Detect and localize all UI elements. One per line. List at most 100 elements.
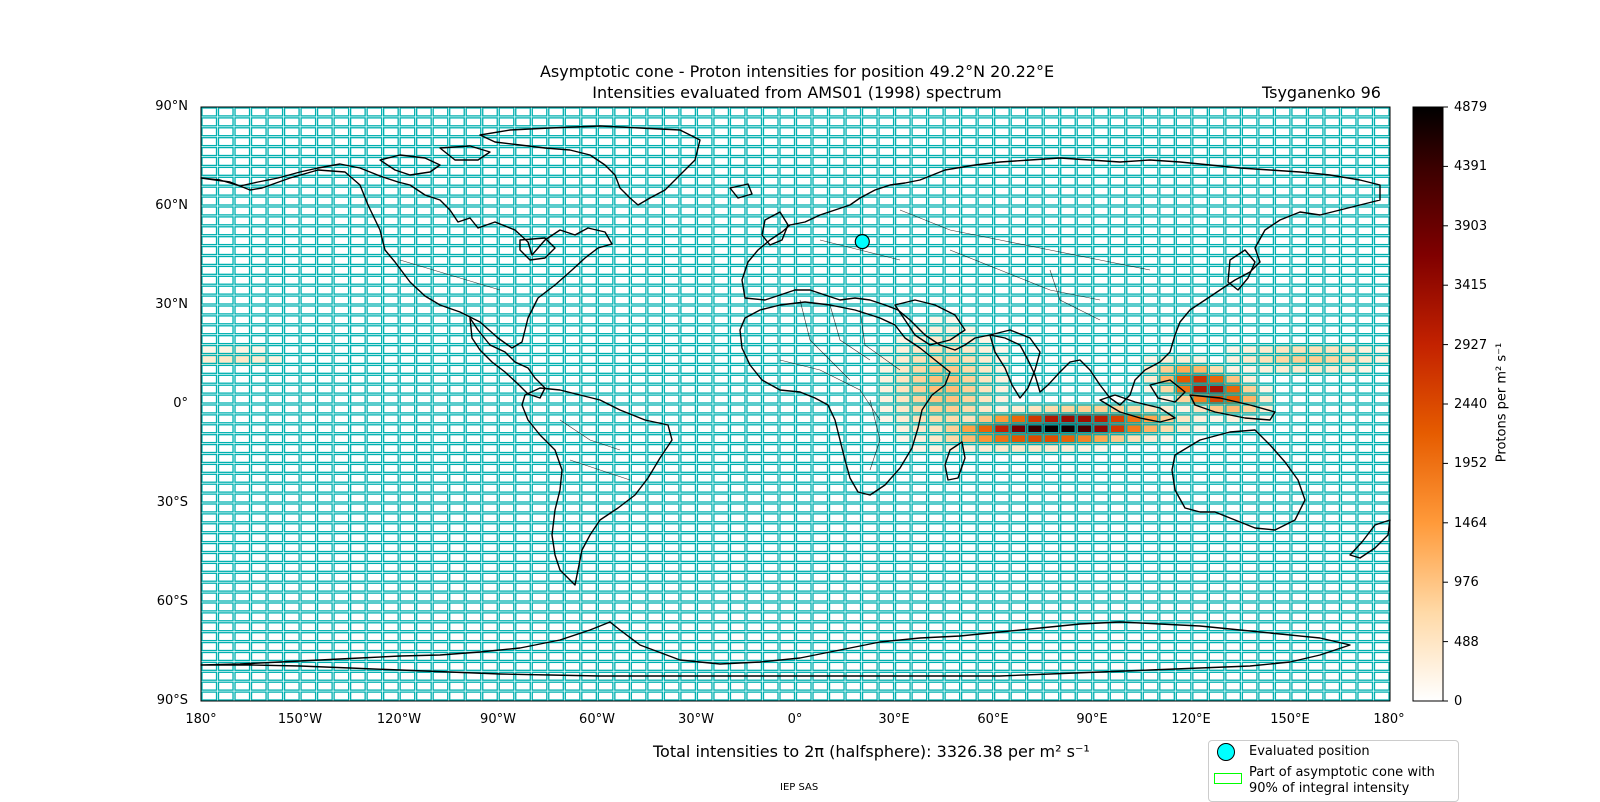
- heatmap-cell: [993, 354, 1011, 365]
- cone-grid-cell: [416, 275, 432, 285]
- cone-grid-cell: [515, 325, 531, 335]
- cone-grid-cell: [1192, 107, 1208, 117]
- cone-grid-cell: [944, 691, 961, 701]
- cone-grid-cell: [1357, 275, 1374, 285]
- cone-grid-cell: [828, 473, 845, 483]
- cone-grid-cell: [1340, 176, 1357, 186]
- cone-grid-cell: [531, 325, 548, 335]
- cone-grid-cell: [581, 592, 597, 602]
- cone-grid-cell: [432, 592, 449, 602]
- cone-grid-cell: [944, 562, 961, 572]
- cone-grid-cell: [1307, 562, 1324, 572]
- cone-grid-cell: [696, 414, 713, 424]
- cone-grid-cell: [944, 612, 961, 622]
- cone-grid-cell: [1225, 483, 1242, 493]
- cone-grid-cell: [465, 632, 482, 642]
- cone-grid-cell: [564, 691, 581, 701]
- heatmap-cell: [944, 394, 961, 404]
- cone-grid-cell: [581, 453, 597, 464]
- cone-grid-cell: [316, 186, 333, 196]
- cone-grid-cell: [663, 344, 680, 355]
- cone-grid-cell: [927, 434, 944, 444]
- cone-grid-cell: [630, 117, 647, 127]
- cone-grid-cell: [1274, 542, 1291, 553]
- cone-grid-cell: [1258, 166, 1275, 176]
- cone-grid-cell: [300, 641, 317, 652]
- cone-grid-cell: [1258, 226, 1275, 236]
- cone-grid-cell: [201, 463, 218, 473]
- cone-grid-cell: [1324, 196, 1341, 206]
- cone-grid-cell: [779, 117, 796, 127]
- y-tick-label: 60°S: [156, 594, 188, 609]
- cone-grid-cell: [597, 602, 614, 612]
- cone-grid-cell: [812, 146, 829, 157]
- cone-grid-cell: [779, 176, 796, 186]
- cone-grid-cell: [1208, 285, 1225, 295]
- cone-grid-cell: [927, 236, 944, 246]
- cone-grid-cell: [531, 443, 548, 454]
- cone-grid-cell: [349, 285, 366, 295]
- cone-grid-cell: [564, 146, 581, 157]
- cone-grid-cell: [449, 354, 465, 365]
- cone-grid-cell: [283, 196, 300, 206]
- cone-grid-cell: [548, 117, 564, 127]
- cone-grid-cell: [894, 523, 911, 533]
- cone-grid-cell: [300, 285, 317, 295]
- cone-grid-cell: [1225, 156, 1242, 167]
- cone-grid-cell: [548, 453, 564, 464]
- cone-grid-cell: [1060, 562, 1076, 572]
- cone-grid-cell: [250, 384, 267, 394]
- cone-grid-cell: [316, 691, 333, 701]
- cone-grid-cell: [1357, 542, 1374, 553]
- cone-grid-cell: [1241, 127, 1258, 137]
- cone-grid-cell: [1241, 364, 1258, 374]
- cone-grid-cell: [234, 216, 251, 226]
- cone-grid-cell: [647, 681, 664, 691]
- cone-grid-cell: [927, 117, 944, 127]
- cone-grid-cell: [1142, 404, 1159, 414]
- cone-grid-cell: [1043, 127, 1060, 137]
- cone-grid-cell: [663, 285, 680, 295]
- cone-grid-cell: [300, 156, 317, 167]
- cone-grid-cell: [1076, 137, 1093, 147]
- cone-grid-cell: [861, 651, 878, 662]
- cone-grid-cell: [1241, 354, 1258, 365]
- cone-grid-cell: [762, 513, 779, 523]
- cone-grid-cell: [1159, 305, 1175, 315]
- cone-grid-cell: [647, 523, 664, 533]
- cone-grid-cell: [663, 434, 680, 444]
- cone-grid-cell: [1324, 127, 1341, 137]
- cone-grid-cell: [399, 196, 416, 206]
- cone-grid-cell: [977, 513, 994, 523]
- x-tick-label: 120°W: [376, 712, 422, 727]
- heatmap-cell: [960, 413, 978, 424]
- cone-grid-cell: [894, 176, 911, 186]
- cone-grid-cell: [399, 503, 416, 513]
- cone-grid-cell: [911, 196, 928, 206]
- cone-grid-cell: [1225, 681, 1242, 691]
- cone-grid-cell: [1043, 107, 1060, 117]
- cone-grid-cell: [762, 166, 779, 176]
- cone-grid-cell: [614, 443, 631, 454]
- cone-grid-cell: [399, 364, 416, 374]
- cone-grid-cell: [1076, 285, 1093, 295]
- cone-grid-cell: [515, 443, 531, 454]
- cone-grid-cell: [217, 622, 234, 632]
- cone-grid-cell: [713, 651, 730, 662]
- cone-grid-cell: [498, 602, 515, 612]
- cone-grid-cell: [1175, 166, 1192, 176]
- cone-grid-cell: [927, 443, 944, 454]
- cone-grid-cell: [581, 612, 597, 622]
- cone-grid-cell: [746, 503, 763, 513]
- cone-grid-cell: [283, 394, 300, 404]
- cone-grid-cell: [366, 463, 383, 473]
- cone-grid-cell: [1357, 156, 1374, 167]
- cone-grid-cell: [548, 245, 564, 256]
- cone-grid-cell: [482, 691, 498, 701]
- cone-grid-cell: [1109, 275, 1126, 285]
- cone-grid-cell: [201, 305, 218, 315]
- cone-grid-cell: [779, 374, 796, 384]
- cone-grid-cell: [383, 245, 399, 256]
- heatmap-cell: [1241, 374, 1258, 385]
- cone-grid-cell: [548, 572, 564, 582]
